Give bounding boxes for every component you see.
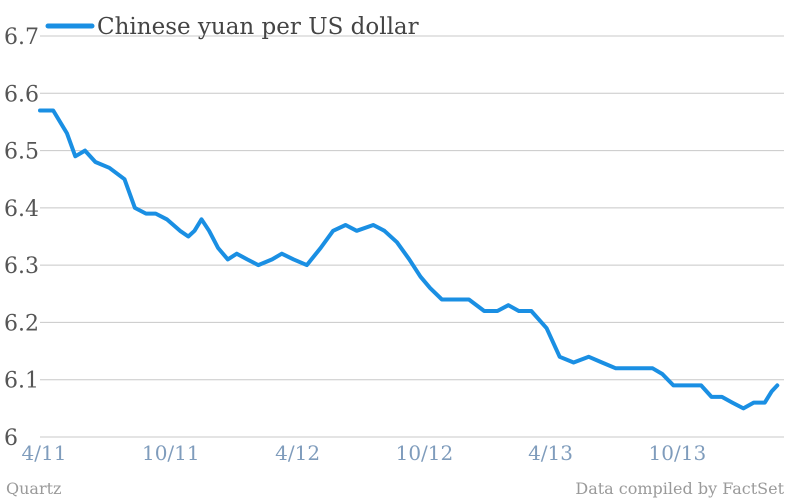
x-tick-label: 10/13 (649, 441, 707, 465)
x-tick-label: 4/13 (528, 441, 573, 465)
x-tick-label: 4/11 (22, 441, 67, 465)
x-tick-label: 10/12 (396, 441, 454, 465)
x-axis-ticks: 4/11 10/11 4/12 10/12 4/13 10/13 (22, 441, 707, 465)
y-tick-label: 6.3 (4, 254, 39, 279)
series-layer (38, 108, 780, 411)
grid-lines (40, 35, 784, 438)
footer-source-right: Data compiled by FactSet (575, 479, 784, 498)
series-line (38, 108, 780, 411)
y-tick-label: 6 (4, 426, 18, 451)
x-tick-label: 10/11 (142, 441, 200, 465)
y-tick-label: 6.5 (4, 140, 39, 165)
y-tick-label: 6.2 (4, 311, 39, 336)
y-tick-label: 6.6 (4, 82, 39, 107)
y-tick-label: 6.1 (4, 369, 39, 394)
legend: Chinese yuan per US dollar (45, 14, 419, 40)
legend-label: Chinese yuan per US dollar (97, 14, 419, 40)
y-tick-label: 6.4 (4, 197, 39, 222)
y-tick-label: 6.7 (4, 25, 39, 50)
footer-source-left: Quartz (6, 479, 61, 498)
y-axis-ticks: 6 6.1 6.2 6.3 6.4 6.5 6.6 6.7 (4, 25, 39, 451)
x-tick-label: 4/12 (275, 441, 320, 465)
